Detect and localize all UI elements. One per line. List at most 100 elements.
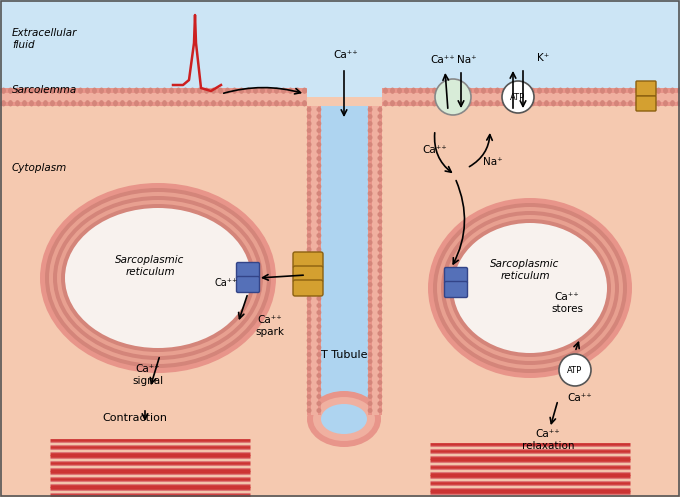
Ellipse shape — [377, 387, 382, 392]
Ellipse shape — [307, 184, 311, 189]
Ellipse shape — [418, 87, 423, 94]
Ellipse shape — [307, 380, 311, 385]
Ellipse shape — [316, 177, 322, 182]
Ellipse shape — [316, 366, 322, 371]
Circle shape — [559, 354, 591, 386]
Ellipse shape — [377, 310, 382, 315]
Ellipse shape — [377, 317, 382, 322]
Ellipse shape — [368, 254, 373, 259]
Ellipse shape — [368, 317, 373, 322]
Text: Ca⁺⁺
spark: Ca⁺⁺ spark — [256, 315, 284, 337]
FancyBboxPatch shape — [293, 252, 323, 268]
Ellipse shape — [106, 87, 111, 94]
Ellipse shape — [377, 191, 382, 196]
Ellipse shape — [316, 107, 322, 112]
Ellipse shape — [8, 100, 13, 106]
Ellipse shape — [307, 359, 311, 364]
Ellipse shape — [377, 254, 382, 259]
Text: T Tubule: T Tubule — [321, 350, 367, 360]
Ellipse shape — [656, 87, 661, 94]
Text: Ca⁺⁺
stores: Ca⁺⁺ stores — [551, 292, 583, 314]
Ellipse shape — [253, 87, 258, 94]
Ellipse shape — [377, 142, 382, 147]
Ellipse shape — [377, 268, 382, 273]
Ellipse shape — [321, 404, 367, 434]
Ellipse shape — [377, 366, 382, 371]
Ellipse shape — [368, 338, 373, 343]
Ellipse shape — [628, 87, 633, 94]
Ellipse shape — [642, 87, 647, 94]
Ellipse shape — [183, 87, 188, 94]
Ellipse shape — [316, 254, 322, 259]
Ellipse shape — [307, 128, 311, 133]
Ellipse shape — [267, 87, 272, 94]
Ellipse shape — [621, 87, 626, 94]
Ellipse shape — [460, 100, 465, 106]
Text: Contraction: Contraction — [103, 413, 167, 423]
Ellipse shape — [316, 156, 322, 161]
Ellipse shape — [321, 393, 367, 437]
Ellipse shape — [134, 87, 139, 94]
Ellipse shape — [307, 205, 311, 210]
Ellipse shape — [307, 219, 311, 224]
Ellipse shape — [377, 373, 382, 378]
Ellipse shape — [22, 87, 27, 94]
Ellipse shape — [50, 87, 55, 94]
Ellipse shape — [368, 240, 373, 245]
Ellipse shape — [377, 282, 382, 287]
Ellipse shape — [670, 100, 675, 106]
Ellipse shape — [544, 100, 549, 106]
Ellipse shape — [316, 233, 322, 238]
Ellipse shape — [377, 121, 382, 126]
Ellipse shape — [307, 282, 311, 287]
Ellipse shape — [307, 303, 311, 308]
Ellipse shape — [57, 87, 62, 94]
Ellipse shape — [377, 324, 382, 329]
Ellipse shape — [22, 100, 27, 106]
Text: Sarcoplasmic
reticulum: Sarcoplasmic reticulum — [490, 259, 560, 281]
Text: Ca⁺⁺
signal: Ca⁺⁺ signal — [133, 364, 164, 386]
Ellipse shape — [190, 87, 195, 94]
Ellipse shape — [169, 87, 174, 94]
Ellipse shape — [92, 100, 97, 106]
Ellipse shape — [432, 100, 437, 106]
Ellipse shape — [281, 87, 286, 94]
Ellipse shape — [253, 100, 258, 106]
Ellipse shape — [307, 135, 311, 140]
Ellipse shape — [488, 100, 493, 106]
Ellipse shape — [377, 394, 382, 399]
Ellipse shape — [307, 366, 311, 371]
Ellipse shape — [316, 114, 322, 119]
Bar — [307, 106, 321, 415]
Ellipse shape — [307, 233, 311, 238]
Text: ATP: ATP — [567, 365, 583, 375]
Ellipse shape — [307, 296, 311, 301]
Ellipse shape — [316, 289, 322, 294]
Ellipse shape — [204, 87, 209, 94]
Ellipse shape — [404, 87, 409, 94]
Ellipse shape — [572, 87, 577, 94]
Ellipse shape — [127, 100, 132, 106]
Ellipse shape — [274, 100, 279, 106]
Ellipse shape — [649, 100, 654, 106]
Ellipse shape — [316, 121, 322, 126]
Ellipse shape — [377, 338, 382, 343]
Ellipse shape — [316, 170, 322, 175]
Ellipse shape — [579, 87, 584, 94]
Ellipse shape — [295, 87, 300, 94]
Ellipse shape — [225, 87, 230, 94]
Ellipse shape — [377, 275, 382, 280]
Ellipse shape — [307, 391, 381, 447]
Ellipse shape — [377, 114, 382, 119]
Ellipse shape — [316, 128, 322, 133]
Ellipse shape — [141, 87, 146, 94]
Ellipse shape — [120, 87, 125, 94]
Ellipse shape — [36, 87, 41, 94]
Ellipse shape — [368, 394, 373, 399]
Ellipse shape — [446, 87, 451, 94]
Ellipse shape — [642, 100, 647, 106]
Ellipse shape — [218, 100, 223, 106]
Ellipse shape — [307, 261, 311, 266]
Ellipse shape — [316, 275, 322, 280]
Ellipse shape — [316, 261, 322, 266]
